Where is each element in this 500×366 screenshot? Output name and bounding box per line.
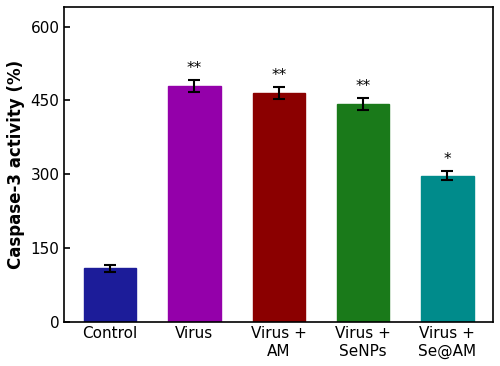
Bar (84, 269, 136, 322)
Bar (422, 176, 474, 322)
Bar (168, 86, 220, 322)
Bar (337, 104, 389, 322)
Text: **: ** (271, 68, 286, 83)
Text: **: ** (186, 61, 202, 76)
Y-axis label: Caspase-3 activity (%): Caspase-3 activity (%) (7, 60, 25, 269)
Text: **: ** (356, 79, 370, 94)
Bar (252, 93, 305, 322)
Text: *: * (444, 152, 451, 167)
